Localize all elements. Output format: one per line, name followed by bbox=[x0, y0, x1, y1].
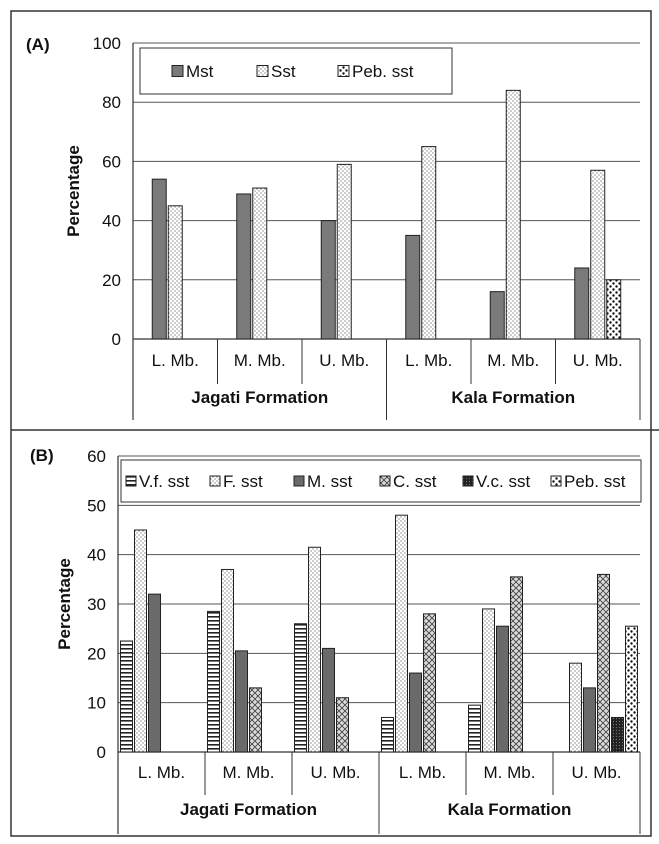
bar bbox=[134, 529, 147, 753]
legend-box bbox=[139, 47, 453, 95]
bar bbox=[569, 662, 582, 753]
bar bbox=[405, 234, 421, 340]
bar bbox=[505, 89, 521, 340]
group-label: Kala Formation bbox=[448, 800, 572, 819]
y-tick-label: 10 bbox=[87, 694, 106, 713]
legend-label: Sst bbox=[271, 62, 296, 81]
bar bbox=[381, 716, 394, 753]
category-label: M. Mb. bbox=[487, 351, 539, 370]
bar bbox=[395, 514, 408, 753]
category-label: U. Mb. bbox=[571, 763, 621, 782]
bar bbox=[574, 267, 590, 340]
bar bbox=[294, 623, 307, 753]
y-tick-label: 20 bbox=[87, 644, 106, 663]
legend-label: Peb. sst bbox=[352, 62, 414, 81]
bar bbox=[322, 647, 335, 753]
category-label: U. Mb. bbox=[319, 351, 369, 370]
category-label: L. Mb. bbox=[138, 763, 185, 782]
y-tick-label: 40 bbox=[87, 546, 106, 565]
legend-swatch bbox=[125, 475, 137, 487]
y-tick-label: 80 bbox=[102, 93, 121, 112]
legend-swatch bbox=[209, 475, 221, 487]
bar bbox=[308, 546, 321, 753]
group-label: Jagati Formation bbox=[191, 388, 328, 407]
bar bbox=[336, 163, 352, 340]
y-axis-title: Percentage bbox=[55, 558, 74, 650]
bar bbox=[320, 220, 336, 340]
panel-label: (B) bbox=[30, 446, 54, 465]
y-tick-label: 30 bbox=[87, 595, 106, 614]
category-label: M. Mb. bbox=[484, 763, 536, 782]
legend-swatch bbox=[462, 475, 474, 487]
bar bbox=[489, 291, 505, 340]
bar bbox=[421, 146, 437, 340]
bar bbox=[151, 178, 167, 340]
legend-swatch bbox=[337, 65, 350, 77]
y-tick-label: 50 bbox=[87, 496, 106, 515]
category-label: U. Mb. bbox=[573, 351, 623, 370]
legend-swatch bbox=[171, 65, 184, 77]
chart-b: 0 10 20 30 40 50 60 L. Mb. M. Mb. U. Mb. L. Mb. M. … bbox=[30, 446, 642, 834]
y-axis-title: Percentage bbox=[64, 145, 83, 237]
bar bbox=[167, 205, 183, 340]
panel-label: (A) bbox=[26, 35, 50, 54]
bar bbox=[148, 593, 161, 753]
bar bbox=[252, 187, 268, 340]
outer-frame bbox=[10, 10, 652, 837]
bar bbox=[236, 193, 252, 340]
bar bbox=[423, 613, 436, 753]
bar bbox=[120, 640, 133, 753]
y-tick-label: 0 bbox=[97, 743, 106, 762]
bar bbox=[249, 687, 262, 753]
legend-swatch bbox=[550, 475, 562, 487]
bar bbox=[611, 716, 624, 753]
legend-label: V.f. sst bbox=[139, 472, 190, 491]
y-tick-label: 60 bbox=[102, 152, 121, 171]
category-label: L. Mb. bbox=[399, 763, 446, 782]
y-tick-label: 100 bbox=[93, 34, 121, 53]
chart-a: 0 20 40 60 80 100 L. Mb. M. Mb. U. Mb. L. Mb. M. M… bbox=[26, 34, 641, 420]
bar bbox=[482, 608, 495, 753]
bar bbox=[590, 169, 606, 340]
category-label: L. Mb. bbox=[152, 351, 199, 370]
bar bbox=[510, 576, 523, 753]
category-label: M. Mb. bbox=[234, 351, 286, 370]
bar bbox=[221, 568, 234, 753]
legend-label: C. sst bbox=[393, 472, 437, 491]
y-tick-label: 20 bbox=[102, 271, 121, 290]
bar bbox=[468, 704, 481, 753]
legend-label: M. sst bbox=[307, 472, 353, 491]
legend-swatch bbox=[379, 475, 391, 487]
legend-label: F. sst bbox=[223, 472, 263, 491]
bar bbox=[409, 672, 422, 753]
category-label: M. Mb. bbox=[223, 763, 275, 782]
category-label: U. Mb. bbox=[310, 763, 360, 782]
y-tick-label: 60 bbox=[87, 447, 106, 466]
legend-swatch bbox=[256, 65, 269, 77]
legend-swatch bbox=[293, 475, 305, 487]
bar bbox=[496, 625, 509, 753]
group-label: Kala Formation bbox=[451, 388, 575, 407]
bar bbox=[606, 279, 622, 340]
bar bbox=[597, 573, 610, 753]
legend-label: V.c. sst bbox=[476, 472, 530, 491]
bar bbox=[207, 610, 220, 753]
bar bbox=[625, 625, 638, 753]
legend-label: Mst bbox=[186, 62, 214, 81]
bar bbox=[583, 687, 596, 753]
legend-label: Peb. sst bbox=[564, 472, 626, 491]
y-tick-label: 0 bbox=[112, 330, 121, 349]
bar bbox=[336, 697, 349, 753]
bar bbox=[235, 650, 248, 753]
y-tick-label: 40 bbox=[102, 212, 121, 231]
category-label: L. Mb. bbox=[405, 351, 452, 370]
group-label: Jagati Formation bbox=[180, 800, 317, 819]
